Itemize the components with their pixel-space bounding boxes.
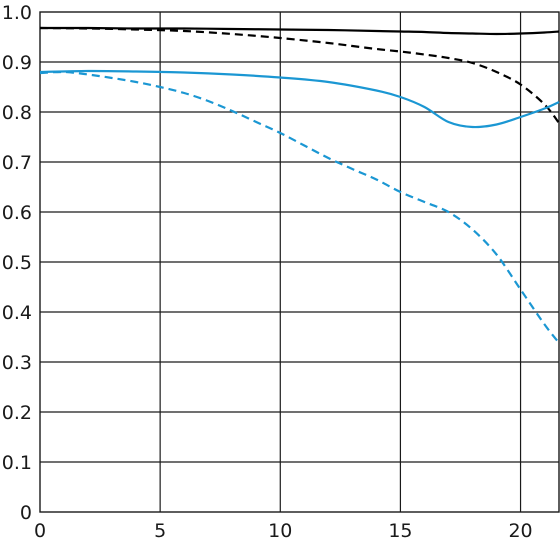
- x-axis-tick-labels: 0 5 10 15 20: [34, 520, 533, 542]
- series-line-3: [39, 69, 560, 129]
- y-tick-label: 0.5: [2, 252, 32, 274]
- series-layer: [39, 26, 560, 344]
- x-tick-label: 0: [34, 520, 46, 542]
- series-line-2: [39, 26, 560, 124]
- plot-border: [39, 11, 560, 513]
- y-tick-label: 0: [20, 502, 32, 524]
- x-tick-label: 10: [268, 520, 292, 542]
- y-tick-label: 0.9: [2, 52, 32, 74]
- y-tick-label: 0.7: [2, 152, 32, 174]
- y-tick-label: 0.4: [2, 302, 32, 324]
- y-tick-label: 1.0: [2, 2, 32, 24]
- series-line-1: [39, 26, 560, 36]
- y-tick-label: 0.2: [2, 402, 32, 424]
- plot-frame: [39, 11, 560, 513]
- x-tick-label: 15: [388, 520, 412, 542]
- y-tick-label: 0.6: [2, 202, 32, 224]
- x-tick-label: 20: [508, 520, 532, 542]
- y-tick-label: 0.8: [2, 102, 32, 124]
- series-line-4: [39, 70, 560, 344]
- y-tick-label: 0.1: [2, 452, 32, 474]
- y-tick-label: 0.3: [2, 352, 32, 374]
- y-axis-tick-labels: 0 0.1 0.2 0.3 0.4 0.5 0.6 0.7 0.8 0.9 1.0: [2, 2, 32, 524]
- grid-lines: [40, 12, 559, 512]
- x-tick-label: 5: [154, 520, 166, 542]
